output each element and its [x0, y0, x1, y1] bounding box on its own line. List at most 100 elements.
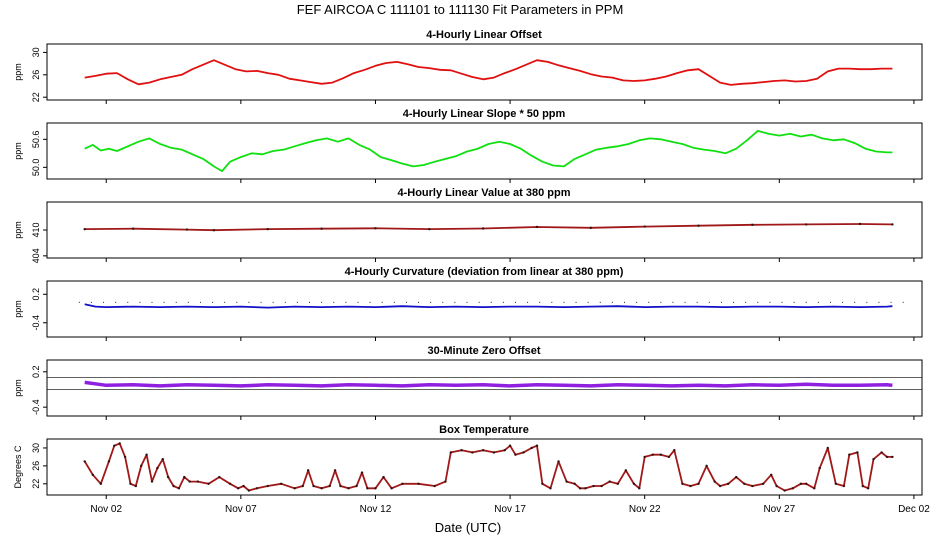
panel-5: 30-Minute Zero Offset -0.4 0.2 ppm [13, 345, 923, 420]
reference-dot [272, 301, 274, 303]
reference-dot [587, 301, 589, 303]
panel-3: 4-Hourly Linear Value at 380 ppm 404 410 pp… [13, 187, 923, 263]
data-point [471, 451, 474, 454]
data-point [280, 482, 283, 485]
data-point [673, 449, 676, 452]
reference-dot [611, 301, 613, 303]
reference-dot [139, 301, 141, 303]
data-point [301, 484, 304, 488]
reference-dot [708, 301, 710, 303]
data-point [848, 453, 851, 456]
data-point [535, 444, 539, 447]
data-point [266, 227, 269, 231]
data-point [805, 482, 808, 485]
reference-dot [527, 301, 529, 303]
reference-dot [103, 301, 105, 303]
x-tick-label: Nov 17 [494, 504, 526, 515]
data-point [460, 449, 463, 452]
data-point [697, 224, 700, 227]
data-point [573, 482, 576, 485]
data-point [228, 482, 232, 485]
reference-dot [817, 301, 819, 303]
data-point [697, 482, 700, 485]
reference-dot [842, 301, 844, 303]
panel-title: 4-Hourly Linear Offset [426, 29, 542, 41]
x-tick-label: Nov 02 [90, 504, 122, 515]
data-point [247, 489, 251, 492]
y-tick-label: -0.4 [31, 315, 41, 331]
reference-dot [696, 301, 698, 303]
data-point [775, 484, 778, 488]
reference-dot [805, 301, 807, 303]
data-point [659, 453, 663, 456]
data-point [565, 480, 568, 483]
data-point [140, 464, 143, 468]
y-axis-label: ppm [13, 300, 23, 318]
data-point [382, 475, 385, 479]
reference-dot [187, 301, 189, 303]
y-tick-label: 30 [31, 47, 41, 57]
data-point [813, 487, 816, 490]
data-point [872, 457, 875, 461]
reference-dot [757, 301, 759, 303]
reference-dot [854, 301, 856, 303]
data-point [592, 484, 595, 488]
data-point [624, 469, 628, 472]
reference-dot [175, 301, 177, 303]
data-point [743, 482, 746, 485]
data-point [530, 446, 533, 450]
data-point [492, 451, 496, 454]
data-point [118, 442, 121, 445]
series-line [84, 380, 893, 388]
data-point [514, 453, 517, 456]
reference-dot [345, 301, 347, 303]
reference-dot [624, 301, 625, 303]
data-point [632, 482, 636, 485]
data-point [306, 469, 310, 472]
data-point [449, 451, 453, 454]
reference-dot [224, 301, 226, 303]
data-point [638, 487, 641, 490]
y-tick-label: 30 [31, 443, 41, 453]
panel-title: 30-Minute Zero Offset [427, 345, 540, 357]
data-point [751, 223, 754, 227]
panel-title: 4-Hourly Curvature (deviation from linea… [345, 266, 624, 278]
data-point [885, 455, 889, 459]
y-axis-label: ppm [13, 221, 23, 239]
panel-frame [46, 280, 923, 338]
data-point [866, 487, 870, 490]
data-point [689, 484, 692, 488]
reference-dot [636, 301, 638, 303]
reference-dot [454, 301, 456, 303]
reference-dot [393, 301, 395, 303]
data-point [401, 482, 404, 485]
reference-dot [769, 301, 771, 303]
data-point [150, 480, 154, 483]
data-point [99, 482, 103, 485]
data-point [718, 484, 722, 488]
data-point [667, 455, 671, 459]
y-tick-label: 404 [31, 248, 41, 263]
series-line [84, 303, 893, 309]
data-point [522, 451, 525, 454]
x-axis: Nov 02 Nov 07 Nov 12 Nov 17 Nov 22 Nov 27 Dec … [90, 504, 930, 515]
reference-dot [648, 301, 650, 303]
data-point [134, 484, 138, 488]
y-axis-label: Degrees C [13, 445, 23, 489]
data-point [347, 487, 350, 490]
y-tick-label: 22 [31, 92, 41, 102]
reference-dot [902, 301, 904, 303]
y-tick-label: 26 [31, 70, 41, 80]
data-point [293, 487, 296, 490]
data-point [880, 451, 883, 454]
data-point [858, 222, 862, 226]
x-tick-label: Nov 07 [225, 504, 257, 515]
reference-dot [733, 301, 735, 303]
reference-dot [890, 301, 892, 303]
series-line [83, 442, 893, 492]
data-point [183, 475, 186, 479]
y-tick-label: 26 [31, 461, 41, 471]
reference-dot [381, 301, 383, 303]
panel-6: Box Temperature 22 26 30 Degrees C [13, 424, 923, 499]
reference-dot [260, 301, 262, 303]
